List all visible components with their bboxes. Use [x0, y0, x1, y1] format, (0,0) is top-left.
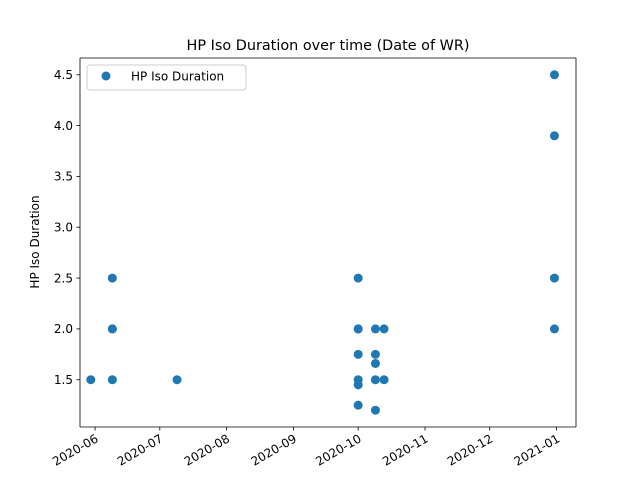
data-point: [353, 349, 363, 359]
data-point: [353, 324, 363, 334]
data-point: [379, 375, 389, 385]
legend-box: [86, 64, 247, 91]
y-tick-label: 1.5: [54, 373, 73, 387]
y-tick-label: 2.5: [54, 271, 73, 285]
data-point: [172, 375, 182, 385]
y-tick-label: 3.0: [54, 221, 73, 235]
legend: HP Iso Duration: [86, 64, 247, 91]
data-point: [370, 358, 380, 368]
data-point: [549, 131, 559, 141]
y-tick-label: 4.0: [54, 119, 73, 133]
legend-label: HP Iso Duration: [131, 70, 224, 84]
data-point: [107, 273, 117, 283]
data-point: [86, 375, 96, 385]
axes-layer: [79, 57, 577, 428]
legend-marker: [101, 71, 111, 81]
data-point: [549, 70, 559, 80]
y-tick-label: 4.5: [54, 68, 73, 82]
data-point: [549, 273, 559, 283]
y-tick-label: 2.0: [54, 322, 73, 336]
data-point: [370, 375, 380, 385]
data-point: [379, 324, 389, 334]
plot-background: [80, 58, 576, 427]
data-point: [370, 349, 380, 359]
data-point: [107, 324, 117, 334]
y-axis-label: HP Iso Duration: [28, 195, 42, 288]
data-point: [549, 324, 559, 334]
points-layer: [86, 70, 559, 415]
data-point: [353, 273, 363, 283]
data-point: [370, 324, 380, 334]
plot-area: [80, 58, 576, 427]
data-point: [370, 405, 380, 415]
data-point: [353, 400, 363, 410]
data-point: [107, 375, 117, 385]
y-tick-label: 3.5: [54, 170, 73, 184]
chart-title: HP Iso Duration over time (Date of WR): [187, 38, 470, 54]
data-point: [353, 380, 363, 390]
